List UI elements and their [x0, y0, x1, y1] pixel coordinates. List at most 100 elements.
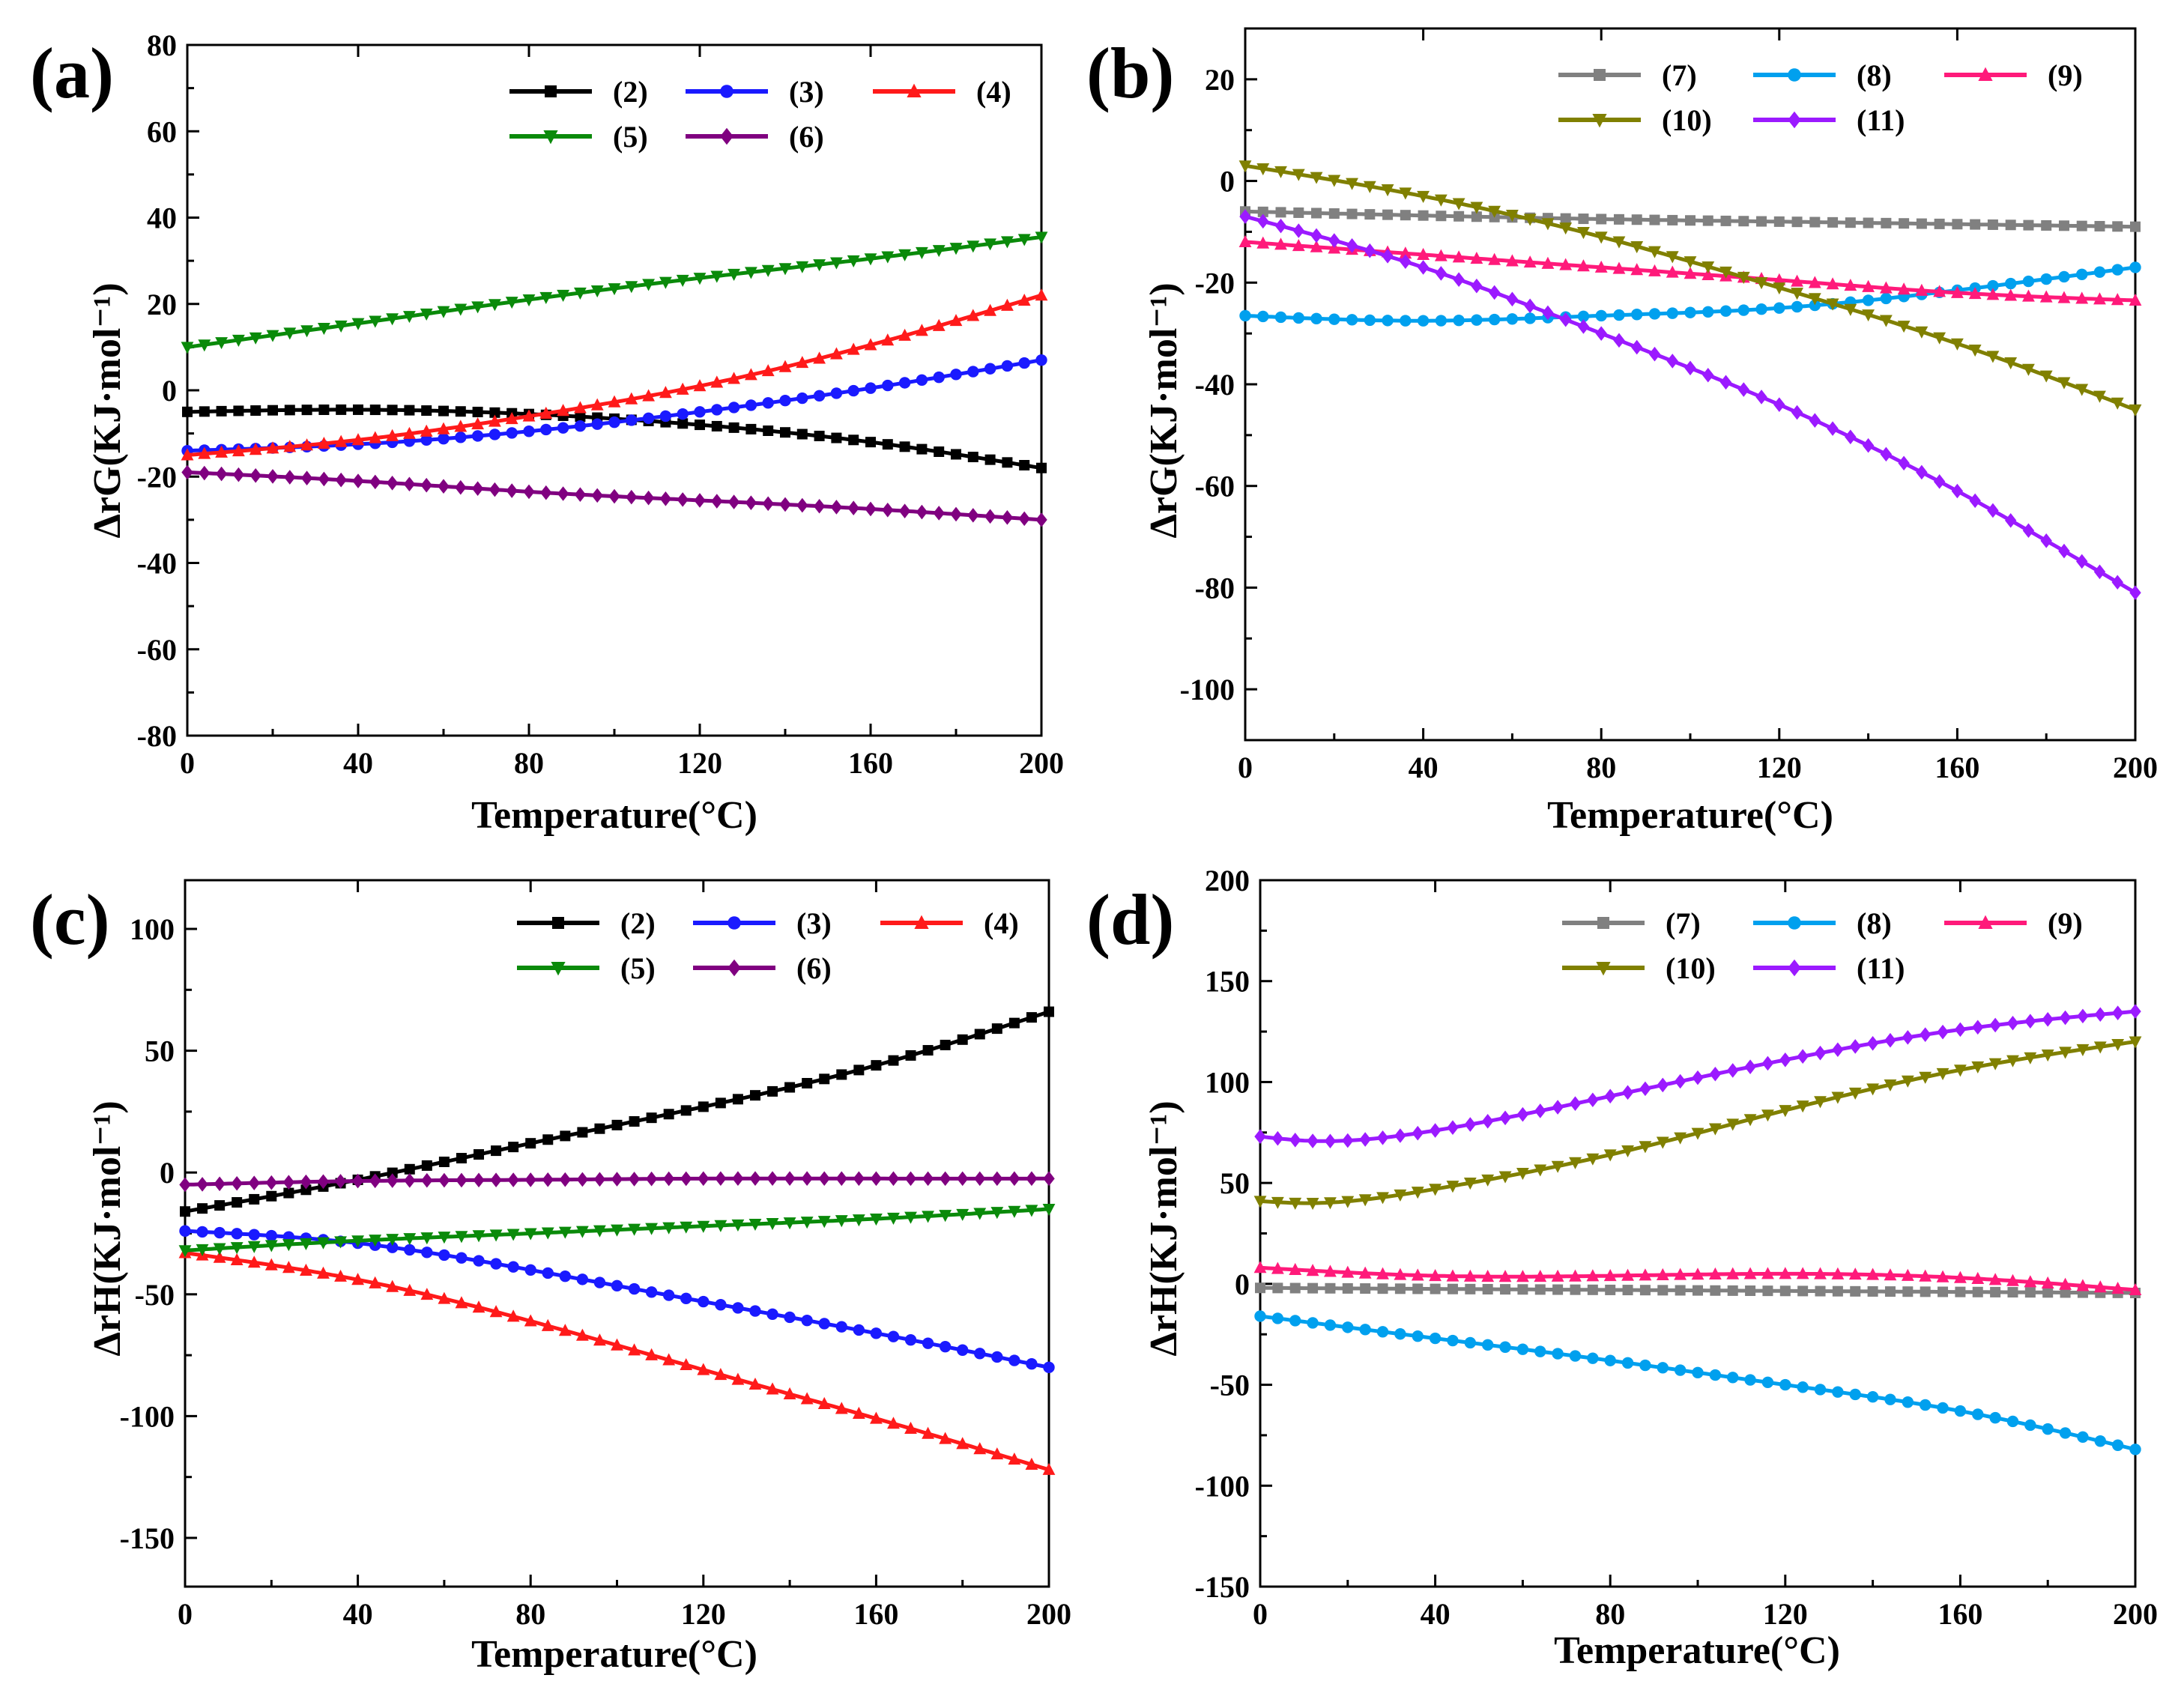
data-point [1639, 1081, 1651, 1097]
data-point [1595, 309, 1607, 322]
data-point [2111, 1038, 2125, 1052]
data-point [1435, 315, 1448, 327]
data-point [1684, 306, 1696, 318]
data-point [472, 406, 483, 417]
data-point [1569, 1269, 1582, 1282]
data-point [1382, 315, 1394, 327]
data-point [542, 1172, 554, 1187]
data-point [865, 437, 876, 448]
data-point [2111, 575, 2123, 590]
y-tick-label: -40 [1195, 368, 1235, 402]
data-point [1587, 1352, 1599, 1364]
data-point [2004, 512, 2017, 528]
data-point [933, 371, 945, 384]
data-point [351, 318, 365, 330]
data-point [836, 1069, 847, 1080]
data-point [490, 1258, 502, 1270]
data-point [745, 423, 757, 434]
data-point [922, 1426, 934, 1439]
series-markers-2 [180, 1006, 1054, 1217]
series-markers-11 [1239, 209, 2141, 601]
data-point [628, 1223, 641, 1236]
data-point [317, 1174, 330, 1190]
data-point [351, 1173, 364, 1189]
data-point [1043, 1361, 1055, 1374]
data-point [1559, 222, 1573, 235]
data-point [249, 332, 262, 345]
data-point [680, 1221, 693, 1234]
data-point [1488, 313, 1501, 326]
data-point [1001, 236, 1014, 249]
data-point [1773, 282, 1786, 295]
data-point [625, 392, 638, 405]
data-point [2022, 289, 2035, 302]
data-point [214, 1226, 226, 1239]
data-point [611, 1338, 623, 1351]
data-point [437, 422, 450, 434]
data-point [611, 1279, 623, 1292]
data-point [1025, 1205, 1038, 1217]
data-point [1534, 1284, 1546, 1295]
data-point [471, 481, 484, 496]
data-point [472, 1230, 485, 1243]
data-point [284, 470, 296, 485]
data-point [1346, 178, 1358, 190]
data-point [1954, 1022, 1967, 1038]
data-point [369, 405, 381, 416]
data-point [1674, 1267, 1687, 1280]
data-point [1987, 219, 1998, 230]
data-point [369, 315, 382, 328]
data-point [1534, 1345, 1546, 1357]
data-point [524, 1172, 536, 1187]
data-point [1324, 1197, 1337, 1210]
data-point [1832, 1285, 1843, 1297]
data-point [1434, 194, 1448, 207]
x-tick-label: 120 [681, 1597, 726, 1631]
data-point [1364, 314, 1376, 327]
data-point [591, 418, 603, 430]
data-point [1648, 308, 1661, 320]
data-point [950, 506, 962, 522]
data-point [334, 434, 348, 447]
data-point [1684, 267, 1697, 279]
data-point [404, 1163, 415, 1175]
data-point [1702, 367, 1714, 383]
data-point [1364, 209, 1376, 220]
data-point [939, 1432, 952, 1444]
data-point [1506, 291, 1519, 307]
data-point [1702, 306, 1714, 318]
data-point [216, 405, 227, 417]
legend-marker [1596, 962, 1611, 976]
data-point [300, 1184, 312, 1196]
data-point [949, 314, 963, 327]
data-point [1417, 260, 1430, 275]
data-point [813, 259, 826, 272]
data-point [456, 1172, 468, 1188]
data-point [1691, 1267, 1704, 1280]
data-point [1902, 1396, 1914, 1408]
data-point [1901, 1075, 1914, 1088]
series-markers-6 [179, 1171, 1055, 1193]
data-point [2007, 1287, 2018, 1298]
data-point [1702, 215, 1713, 226]
data-point [1916, 464, 1928, 480]
data-point [351, 1235, 364, 1248]
data-point [2094, 1007, 2106, 1023]
data-point [506, 1309, 520, 1322]
data-point [577, 1127, 588, 1138]
data-point [1594, 231, 1608, 244]
data-point [2111, 1439, 2124, 1451]
data-point [1035, 288, 1048, 301]
y-tick-label: 50 [145, 1035, 175, 1068]
x-tick-label: 200 [2113, 751, 2158, 784]
x-tick-label: 120 [677, 746, 722, 780]
data-point [1274, 237, 1287, 250]
data-point [1761, 1055, 1774, 1071]
data-point [1936, 1270, 1949, 1282]
data-point [766, 1171, 778, 1186]
data-point [1988, 1273, 2002, 1285]
data-point [1417, 190, 1430, 204]
data-point [1779, 1267, 1792, 1279]
data-point [1630, 263, 1644, 276]
data-point [456, 1153, 467, 1164]
